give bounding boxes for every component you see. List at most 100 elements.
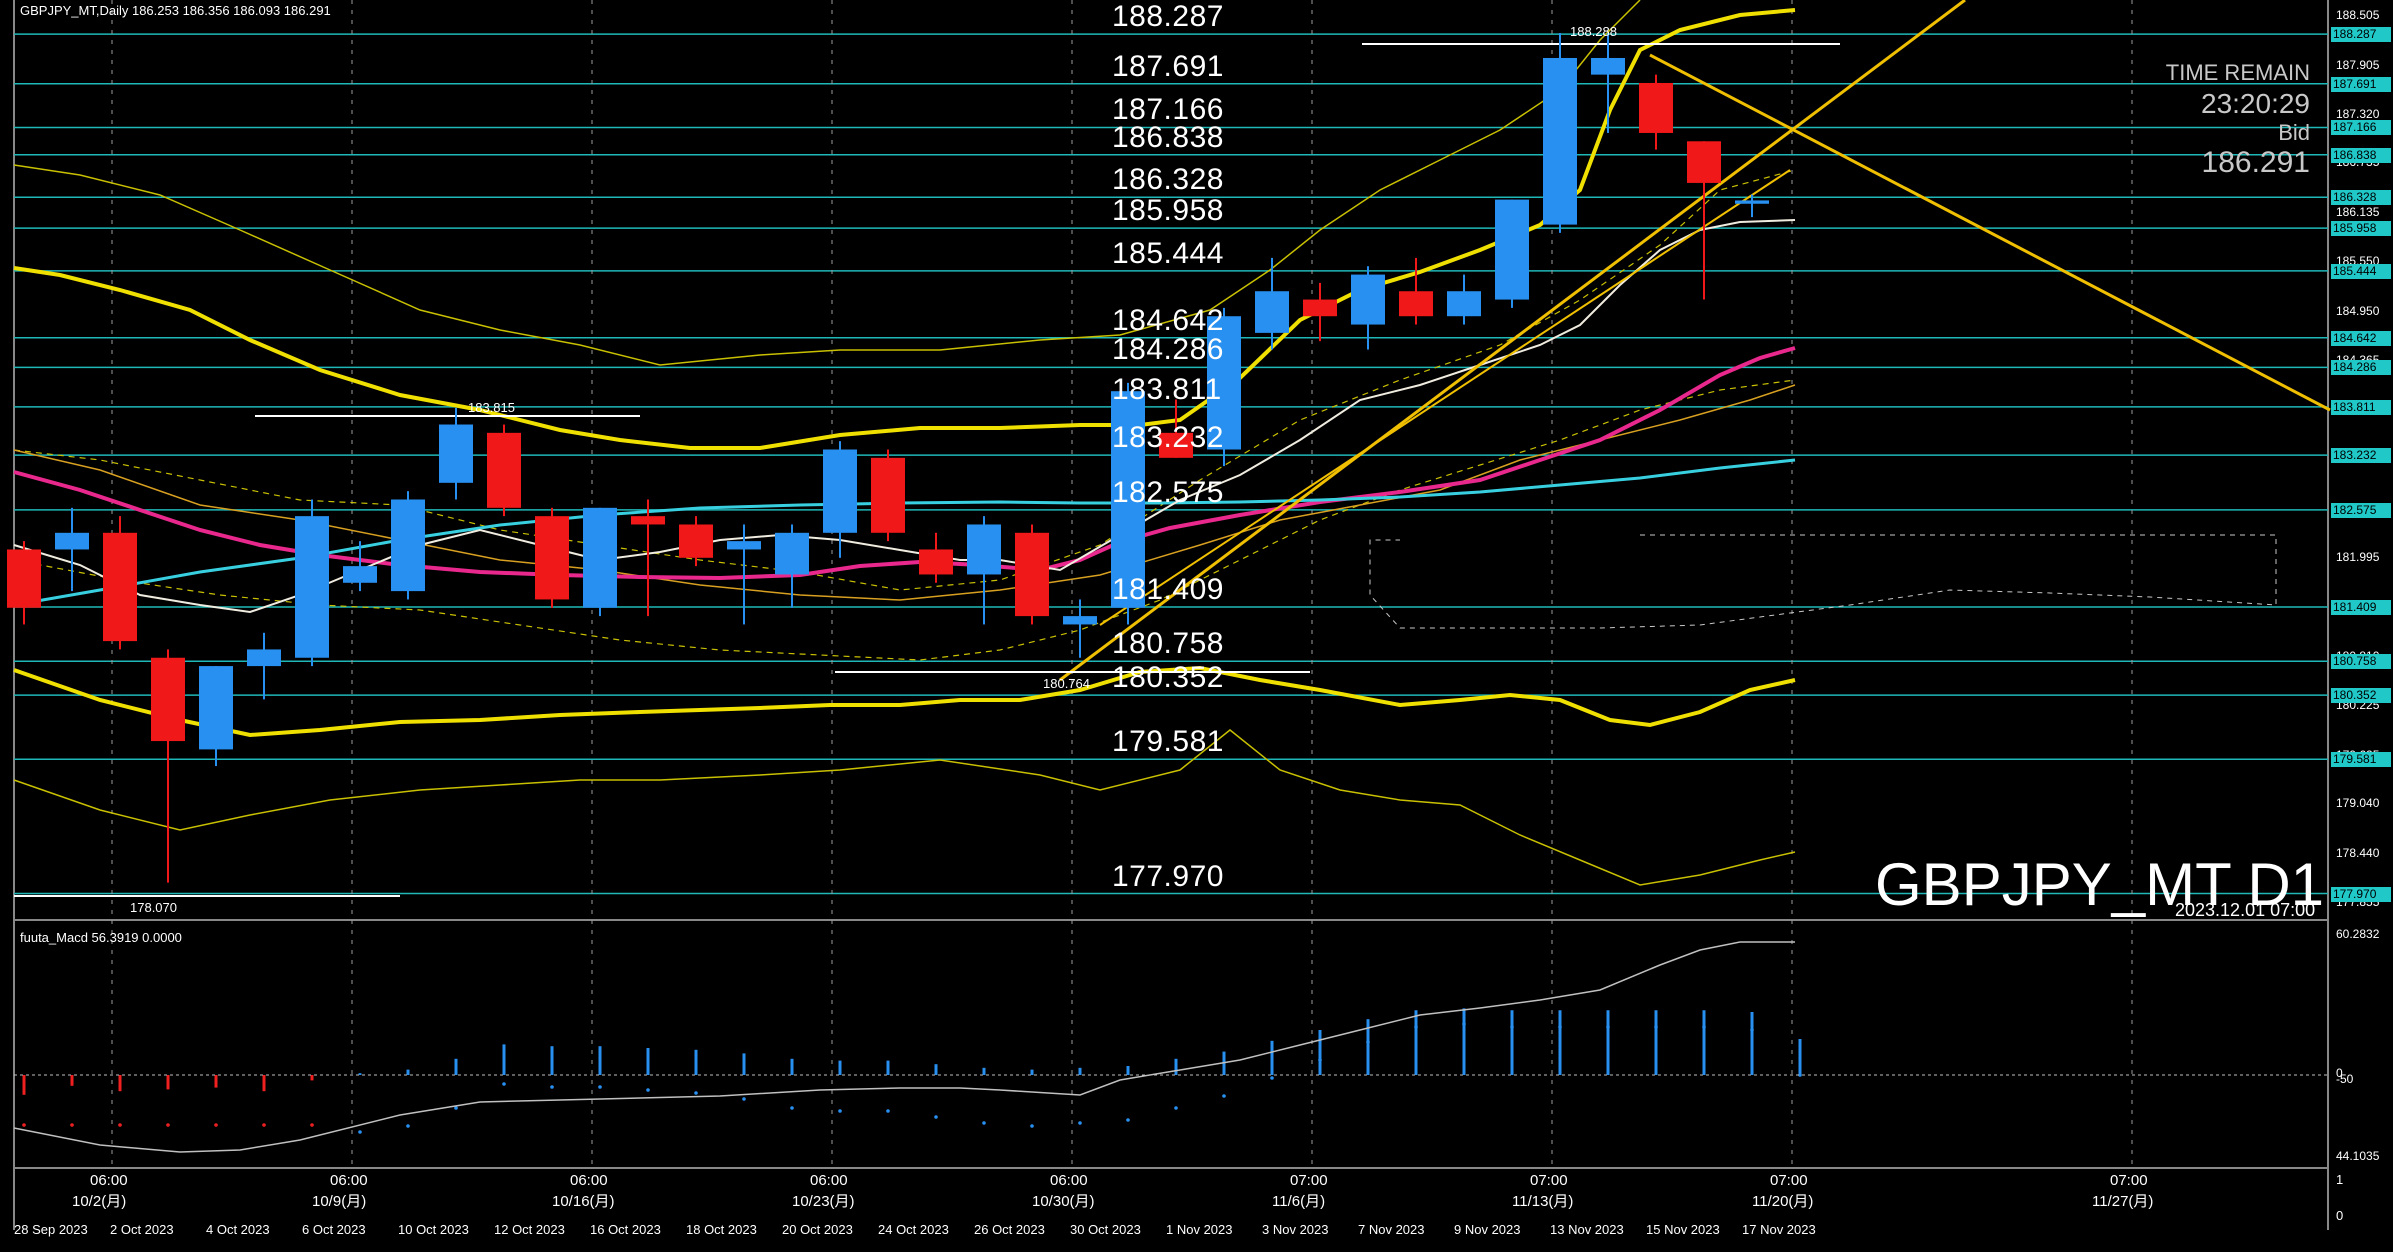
time-axis-date: 11/13(月): [1512, 1193, 1574, 1210]
falling-trendline: [1649, 53, 2331, 412]
candle-bull: [727, 541, 761, 550]
time-axis-date: 11/27(月): [2092, 1193, 2154, 1210]
price-scale-tick: 188.505: [2336, 7, 2380, 22]
level-price-tag: 180.352: [2331, 688, 2391, 704]
macd-dot: [838, 1109, 842, 1113]
candle-bull: [1543, 57, 1577, 225]
macd-dot: [1222, 1094, 1226, 1098]
time-axis-day: 9 Nov 2023: [1454, 1222, 1521, 1237]
candlesticks: [7, 32, 1769, 883]
macd-dot: [550, 1085, 554, 1089]
macd-dot: [118, 1123, 122, 1127]
candle-bull: [199, 666, 233, 750]
price-scale-tick: 178.440: [2336, 846, 2380, 861]
candle-bear: [679, 524, 713, 558]
macd-dot: [1702, 1025, 1706, 1029]
time-axis-date: 10/2(月): [72, 1193, 127, 1210]
candle-bear: [1687, 141, 1721, 183]
outer-lower-band: [13, 729, 1796, 886]
level-label: 185.444: [1112, 236, 1224, 270]
chart-header: GBPJPY_MT,Daily 186.253 186.356 186.093 …: [20, 3, 331, 18]
candle-bear: [871, 457, 905, 533]
time-axis-day: 18 Oct 2023: [686, 1222, 757, 1237]
candle-bull: [295, 516, 329, 658]
candle-bear: [631, 516, 665, 525]
time-axis-date: 10/9(月): [312, 1193, 367, 1210]
macd-dot: [694, 1091, 698, 1095]
time-axis-day: 28 Sep 2023: [14, 1222, 88, 1237]
candle-bull: [775, 532, 809, 575]
macd-dot: [1078, 1121, 1082, 1125]
macd-dot: [454, 1106, 458, 1110]
candle-bear: [7, 549, 41, 608]
level-label: 181.409: [1112, 573, 1224, 607]
level-price-tag: 179.581: [2331, 752, 2391, 768]
candle-bear: [151, 657, 185, 742]
macd-dot: [1126, 1118, 1130, 1122]
level-label: 188.287: [1112, 0, 1224, 34]
macd-dot: [598, 1085, 602, 1089]
macd-dot: [262, 1123, 266, 1127]
level-label: 179.581: [1112, 725, 1224, 759]
bid-value: 186.291: [2201, 146, 2310, 179]
candle-bull: [1351, 274, 1385, 325]
level-price-tag: 177.970: [2331, 886, 2391, 902]
macd-dot: [934, 1115, 938, 1119]
time-axis-hour: 07:00: [1530, 1172, 1568, 1189]
macd-dot: [1318, 1058, 1322, 1062]
symbol-watermark: GBPJPY_MT D1: [1875, 851, 2325, 918]
level-label: 184.286: [1112, 333, 1224, 367]
candle-bear: [1159, 432, 1193, 458]
candle-bull: [1591, 57, 1625, 75]
macd-dot: [1462, 1022, 1466, 1026]
mid-low-annotation: 180.764: [1043, 676, 1090, 691]
level-price-tag: 187.691: [2331, 76, 2391, 92]
dashed-cloud-box: [1369, 534, 2277, 629]
candle-bull: [343, 566, 377, 583]
time-remain-label: TIME REMAIN: [2165, 60, 2310, 85]
macd-scale-marker: -50: [2336, 1072, 2354, 1086]
time-axis-day: 6 Oct 2023: [302, 1222, 366, 1237]
level-price-tag: 186.838: [2331, 147, 2391, 163]
level-price-tag: 183.811: [2331, 399, 2391, 415]
time-axis-hour: 06:00: [810, 1172, 848, 1189]
time-axis-day: 7 Nov 2023: [1358, 1222, 1425, 1237]
macd-dot: [1750, 1028, 1754, 1032]
candle-bear: [103, 532, 137, 642]
level-price-tag: 188.287: [2331, 27, 2391, 43]
time-axis-day: 26 Oct 2023: [974, 1222, 1045, 1237]
high-annotation: 188.288: [1570, 24, 1617, 39]
level-label: 180.352: [1112, 661, 1224, 695]
level-price-tag: 186.328: [2331, 190, 2391, 206]
time-axis-hour: 07:00: [1770, 1172, 1808, 1189]
level-label: 184.642: [1112, 303, 1224, 337]
level-price-tag: 184.286: [2331, 360, 2391, 376]
time-axis-day: 3 Nov 2023: [1262, 1222, 1329, 1237]
macd-dot: [22, 1123, 26, 1127]
macd-header: fuuta_Macd 56.3919 0.0000: [20, 930, 182, 945]
candle-bull: [583, 507, 617, 608]
time-axis-day: 12 Oct 2023: [494, 1222, 565, 1237]
level-label: 186.328: [1112, 163, 1224, 197]
level-label: 183.232: [1112, 421, 1224, 455]
macd-dot: [1174, 1106, 1178, 1110]
macd-dot: [1366, 1040, 1370, 1044]
time-axis-hour: 06:00: [1050, 1172, 1088, 1189]
macd-dot: [886, 1109, 890, 1113]
low-annotation: 178.070: [130, 900, 177, 915]
candle-bull: [1495, 199, 1529, 300]
level-label: 187.166: [1112, 93, 1224, 127]
time-axis-hour: 07:00: [2110, 1172, 2148, 1189]
rising-trendline: [1059, 0, 1966, 682]
mid-high-annotation: 183.815: [468, 400, 515, 415]
inner-upper-band: [13, 169, 1796, 591]
time-axis-day: 15 Nov 2023: [1646, 1222, 1720, 1237]
macd-dot: [1030, 1124, 1034, 1128]
time-axis-day: 2 Oct 2023: [110, 1222, 174, 1237]
time-axis-day: 1 Nov 2023: [1166, 1222, 1233, 1237]
macd-dot: [1798, 1073, 1802, 1077]
candle-bull: [967, 524, 1001, 575]
macd-dot: [1510, 1025, 1514, 1029]
macd-dot: [502, 1082, 506, 1086]
